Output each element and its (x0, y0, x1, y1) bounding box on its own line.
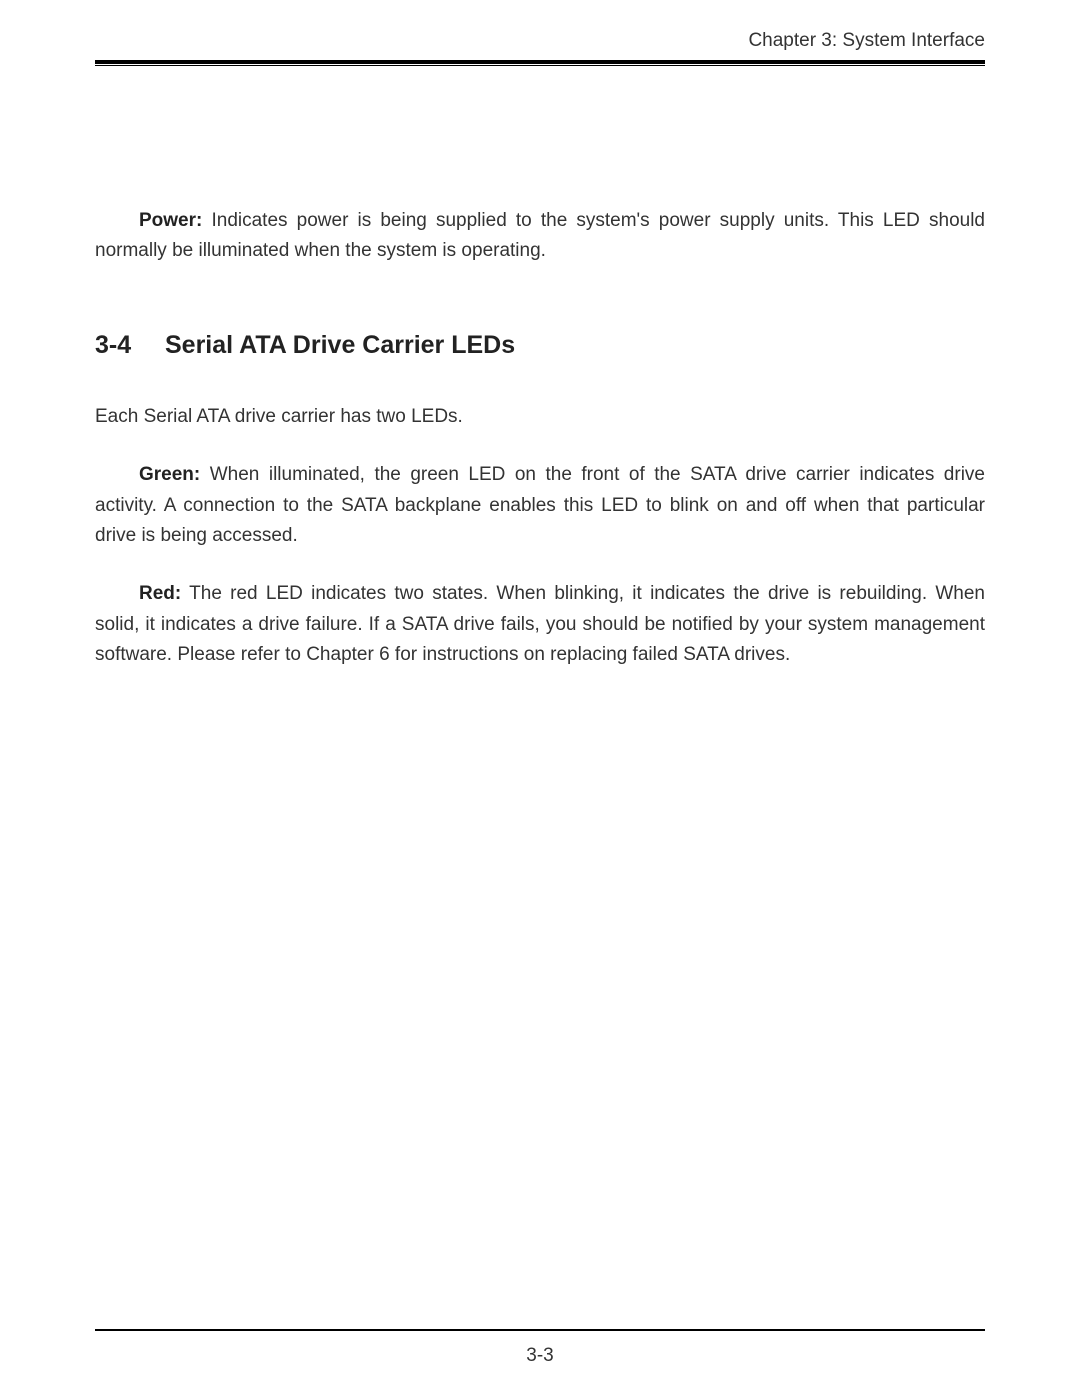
paragraph-green: Green: When illuminated, the green LED o… (95, 460, 985, 551)
red-text: The red LED indicates two states. When b… (95, 583, 985, 665)
paragraph-intro: Each Serial ATA drive carrier has two LE… (95, 402, 985, 432)
section-number: 3-4 (95, 331, 165, 360)
power-label: Power: (139, 210, 202, 231)
page-number: 3-3 (95, 1345, 985, 1367)
section-title: Serial ATA Drive Carrier LEDs (165, 331, 515, 359)
header-rule-thin (95, 65, 985, 66)
green-label: Green: (139, 464, 200, 485)
green-text: When illuminated, the green LED on the f… (95, 464, 985, 546)
power-text: Indicates power is being supplied to the… (95, 210, 985, 261)
paragraph-red: Red: The red LED indicates two states. W… (95, 579, 985, 670)
paragraph-power: Power: Indicates power is being supplied… (95, 206, 985, 267)
page-footer: 3-3 (95, 1329, 985, 1367)
chapter-header: Chapter 3: System Interface (95, 30, 985, 52)
red-label: Red: (139, 583, 181, 604)
footer-rule (95, 1329, 985, 1331)
page-content: Power: Indicates power is being supplied… (95, 206, 985, 671)
header-rule-thick (95, 60, 985, 64)
section-heading: 3-4Serial ATA Drive Carrier LEDs (95, 331, 985, 360)
